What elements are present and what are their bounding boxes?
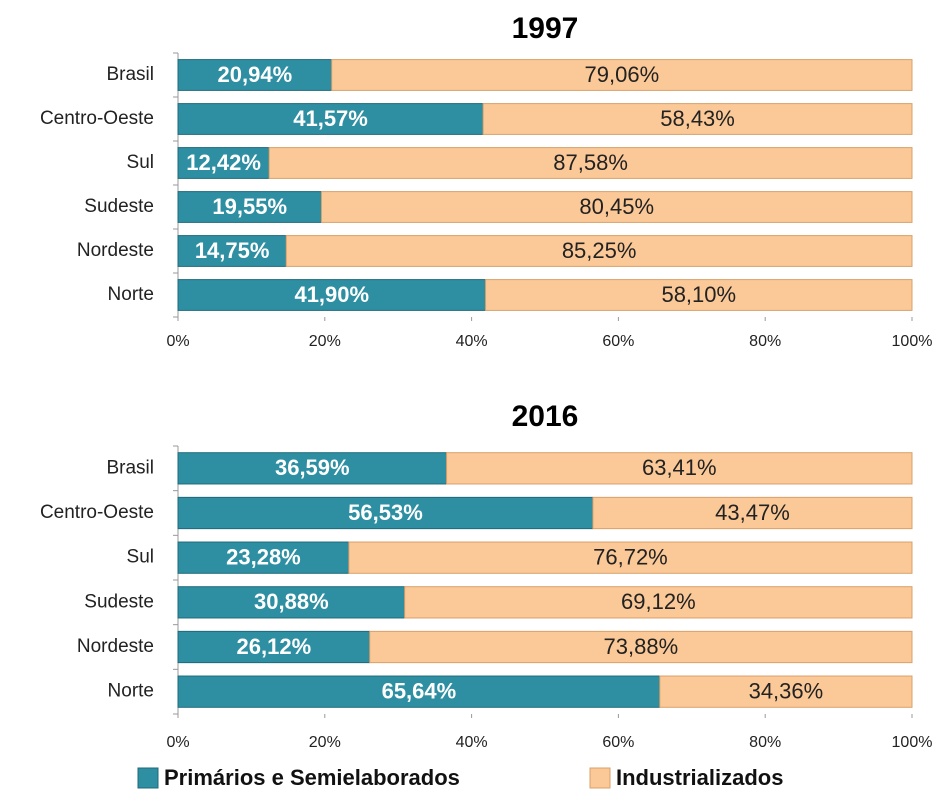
bar-segment (331, 59, 913, 91)
value-label: 12,42% (186, 150, 261, 175)
category-label: Centro-Oeste (40, 502, 154, 523)
bar-segment (369, 630, 913, 664)
value-label: 65,64% (382, 678, 457, 703)
category-label: Sul (127, 547, 154, 568)
category-label: Sudeste (84, 591, 154, 612)
category-label: Centro-Oeste (40, 108, 154, 129)
legend-swatch (589, 767, 611, 789)
bar-segment (285, 235, 913, 267)
x-tick-label: 40% (456, 734, 488, 751)
bar-segment (485, 279, 913, 311)
bar-segment (177, 496, 594, 530)
bar-segment (659, 675, 913, 708)
x-tick-label: 80% (749, 333, 781, 350)
value-label: 58,10% (661, 282, 736, 307)
category-label: Norte (108, 681, 154, 702)
bar-segment (177, 630, 371, 664)
x-tick-label: 20% (309, 333, 341, 350)
bar-segment (404, 586, 913, 619)
value-label: 41,90% (294, 282, 369, 307)
category-label: Brasil (106, 64, 154, 85)
x-tick-label: 20% (309, 734, 341, 751)
bar-segment (177, 191, 322, 223)
x-tick-label: 100% (892, 333, 933, 350)
value-label: 85,25% (562, 238, 637, 263)
category-label: Sul (127, 152, 154, 173)
legend-label: Primários e Semielaborados (164, 765, 460, 790)
value-label: 23,28% (226, 544, 301, 569)
value-label: 20,94% (218, 62, 293, 87)
value-label: 41,57% (293, 106, 368, 131)
value-label: 76,72% (593, 544, 668, 569)
value-label: 14,75% (195, 238, 270, 263)
value-label: 87,58% (553, 150, 628, 175)
value-label: 43,47% (715, 500, 790, 525)
bar-segment (177, 103, 484, 135)
value-label: 19,55% (212, 194, 287, 219)
category-label: Nordeste (77, 636, 154, 657)
x-tick-label: 60% (602, 734, 634, 751)
bar-segment (592, 496, 913, 530)
value-label: 63,41% (642, 455, 717, 480)
chart-title: 2016 (512, 400, 579, 433)
category-label: Norte (108, 284, 154, 305)
bar-segment (482, 103, 913, 135)
bar-segment (268, 147, 913, 179)
bar-segment (348, 541, 913, 574)
bar-segment (320, 191, 913, 223)
category-label: Brasil (106, 457, 154, 478)
legend-label: Industrializados (616, 765, 783, 790)
value-label: 79,06% (585, 62, 660, 87)
x-tick-label: 0% (166, 734, 189, 751)
category-label: Nordeste (77, 240, 154, 261)
value-label: 26,12% (237, 634, 312, 659)
x-tick-label: 100% (892, 734, 933, 751)
x-tick-label: 40% (456, 333, 488, 350)
chart-title: 1997 (512, 12, 579, 45)
x-tick-label: 0% (166, 333, 189, 350)
x-tick-label: 60% (602, 333, 634, 350)
legend-swatch (137, 767, 159, 789)
value-label: 69,12% (621, 589, 696, 614)
category-label: Sudeste (84, 196, 154, 217)
value-label: 80,45% (579, 194, 654, 219)
value-label: 73,88% (604, 634, 679, 659)
value-label: 30,88% (254, 589, 329, 614)
value-label: 58,43% (660, 106, 735, 131)
bar-segment (177, 541, 350, 574)
bar-segment (177, 279, 487, 311)
bar-segment (446, 452, 913, 485)
value-label: 56,53% (348, 500, 423, 525)
value-label: 36,59% (275, 455, 350, 480)
value-label: 34,36% (749, 678, 824, 703)
x-tick-label: 80% (749, 734, 781, 751)
